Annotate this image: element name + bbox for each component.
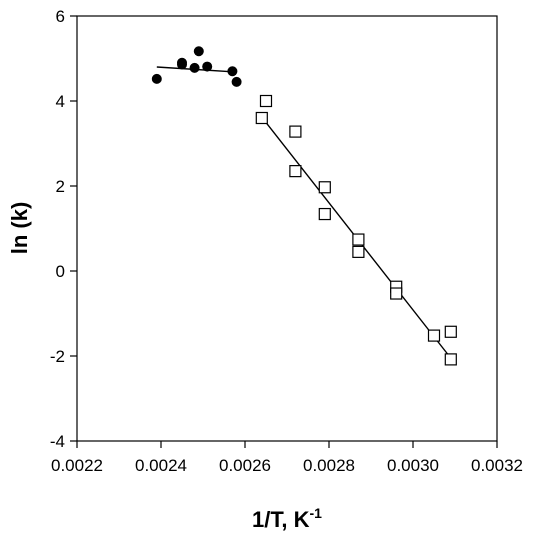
y-tick-label: 6 [56, 7, 65, 26]
plot-frame [76, 15, 498, 442]
x-tick-label: 0.0026 [219, 456, 271, 475]
data-point-square [352, 233, 365, 246]
y-tick-label: -2 [50, 347, 65, 366]
data-point-circle [189, 62, 200, 73]
axis-ticks [70, 15, 498, 448]
data-point-square [289, 125, 302, 138]
y-tick-label: 2 [56, 177, 65, 196]
x-tick-label: 0.0032 [471, 456, 523, 475]
data-point-circle [177, 57, 187, 68]
data-point-square [259, 94, 273, 108]
data-point-square [289, 165, 302, 178]
y-tick-label: 0 [56, 262, 65, 281]
data-point-square [444, 353, 457, 366]
data-point-square [352, 245, 365, 258]
data-point-circle [193, 46, 204, 57]
data-point-square [427, 329, 441, 342]
x-tick-label: 0.0030 [387, 456, 439, 475]
y-axis-title: ln (k) [7, 202, 32, 255]
data-point-circle [227, 66, 238, 77]
data-point-square [444, 325, 457, 338]
x-axis-title: 1/T, K-1 [252, 505, 322, 532]
data-point-square [318, 181, 331, 194]
axis-tick-labels: 0.0022 0.0024 0.0026 0.0028 0.0030 0.0032 -4 -2… [50, 7, 523, 475]
data-point-square [390, 287, 403, 300]
fit-lines [156, 66, 452, 359]
x-tick-label: 0.0028 [303, 456, 355, 475]
x-tick-label: 0.0024 [135, 456, 187, 475]
data-point-square [318, 207, 331, 221]
data-point-circle [231, 76, 242, 87]
data-point-circle [151, 73, 162, 84]
data-point-circle [202, 61, 213, 72]
y-tick-label: 4 [56, 92, 65, 111]
data-points [151, 46, 457, 366]
x-tick-label: 0.0022 [51, 456, 103, 475]
data-point-square [255, 111, 268, 125]
y-tick-label: -4 [50, 432, 65, 451]
